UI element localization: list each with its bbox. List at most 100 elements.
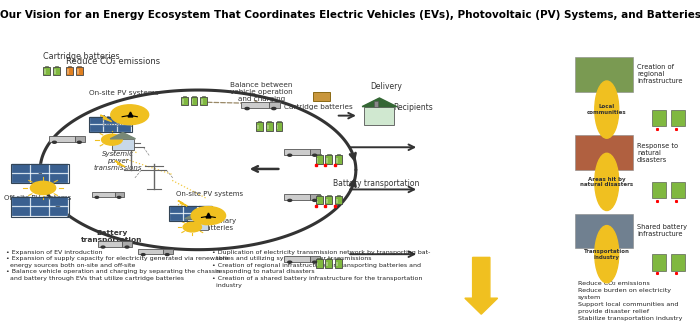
Bar bbox=[89, 117, 132, 132]
Text: Response to
natural
disasters: Response to natural disasters bbox=[637, 143, 678, 163]
Bar bbox=[200, 97, 207, 105]
Polygon shape bbox=[178, 201, 187, 206]
Bar bbox=[49, 136, 74, 142]
Bar bbox=[336, 199, 338, 203]
Bar bbox=[327, 195, 330, 196]
Text: Battery transportation: Battery transportation bbox=[332, 179, 419, 188]
Circle shape bbox=[101, 246, 105, 248]
Bar bbox=[44, 69, 46, 74]
Bar bbox=[257, 125, 259, 129]
Bar bbox=[276, 125, 279, 129]
Circle shape bbox=[288, 199, 292, 201]
Bar bbox=[256, 122, 263, 131]
Bar bbox=[67, 69, 69, 74]
Bar bbox=[316, 155, 323, 164]
Circle shape bbox=[111, 105, 148, 125]
Bar bbox=[68, 66, 71, 67]
Bar bbox=[326, 199, 328, 203]
Polygon shape bbox=[110, 132, 136, 139]
Bar bbox=[76, 67, 83, 75]
Bar bbox=[575, 213, 634, 248]
Bar bbox=[317, 195, 321, 196]
Bar bbox=[190, 97, 197, 105]
Bar bbox=[181, 97, 188, 105]
Circle shape bbox=[288, 261, 292, 263]
Bar bbox=[671, 110, 685, 126]
Bar bbox=[43, 67, 50, 75]
Bar bbox=[337, 154, 340, 155]
Bar bbox=[32, 164, 49, 173]
Bar bbox=[336, 158, 338, 163]
Circle shape bbox=[313, 199, 316, 201]
Bar bbox=[32, 207, 49, 216]
Bar bbox=[317, 258, 321, 259]
Bar bbox=[310, 256, 321, 262]
Circle shape bbox=[30, 181, 56, 195]
Text: Cartridge batteries: Cartridge batteries bbox=[284, 104, 353, 110]
Bar bbox=[326, 158, 328, 163]
Bar bbox=[337, 258, 340, 259]
Circle shape bbox=[288, 154, 292, 156]
Bar bbox=[202, 96, 206, 97]
Bar bbox=[182, 99, 183, 104]
Bar bbox=[170, 206, 183, 213]
Bar bbox=[186, 219, 209, 230]
Bar bbox=[316, 199, 319, 203]
Bar bbox=[90, 118, 103, 124]
Text: Transportation
industry: Transportation industry bbox=[584, 249, 630, 260]
Text: • Duplication of electricity transmission network by transporting bat-
  teries : • Duplication of electricity transmissio… bbox=[212, 250, 430, 288]
Bar bbox=[192, 99, 193, 104]
Bar bbox=[66, 67, 73, 75]
Text: Stationary
batteries: Stationary batteries bbox=[200, 217, 236, 231]
Bar bbox=[276, 122, 282, 131]
Bar bbox=[671, 254, 685, 271]
Bar bbox=[77, 69, 78, 74]
Bar bbox=[277, 121, 281, 122]
Bar bbox=[326, 262, 328, 266]
Circle shape bbox=[272, 108, 276, 110]
Text: Cartridge batteries: Cartridge batteries bbox=[43, 52, 120, 61]
Bar bbox=[337, 195, 340, 196]
Bar bbox=[12, 164, 30, 173]
Circle shape bbox=[595, 153, 619, 211]
Bar bbox=[313, 92, 330, 101]
Text: • Expansion of EV introduction
• Expansion of supply capacity for electricity ge: • Expansion of EV introduction • Expansi… bbox=[6, 250, 228, 281]
Bar bbox=[326, 196, 332, 205]
Bar bbox=[317, 154, 321, 155]
Text: Stationary
batteries: Stationary batteries bbox=[99, 115, 136, 128]
Circle shape bbox=[118, 196, 121, 198]
Bar bbox=[11, 164, 69, 183]
Bar bbox=[652, 182, 666, 199]
Text: Reduce CO₂ emissions
Reduce burden on electricity
system
Support local communiti: Reduce CO₂ emissions Reduce burden on el… bbox=[578, 281, 682, 321]
Text: Our Vision for an Energy Ecosystem That Coordinates Electric Vehicles (EVs), Pho: Our Vision for an Energy Ecosystem That … bbox=[0, 10, 700, 20]
Circle shape bbox=[125, 246, 129, 248]
Bar bbox=[74, 136, 85, 142]
Bar bbox=[184, 214, 197, 221]
Bar bbox=[55, 66, 58, 67]
Bar bbox=[92, 192, 115, 197]
Bar bbox=[32, 197, 49, 207]
Bar bbox=[652, 254, 666, 271]
Polygon shape bbox=[362, 98, 397, 107]
Bar bbox=[12, 207, 30, 216]
Bar bbox=[365, 107, 394, 125]
Bar bbox=[118, 125, 132, 132]
Bar bbox=[202, 99, 203, 104]
Bar bbox=[316, 196, 323, 205]
Bar bbox=[118, 118, 132, 124]
Bar bbox=[169, 206, 212, 221]
Bar bbox=[193, 96, 196, 97]
Bar bbox=[32, 174, 49, 183]
Bar bbox=[671, 182, 685, 199]
Bar bbox=[327, 154, 330, 155]
Circle shape bbox=[313, 261, 316, 263]
Polygon shape bbox=[101, 115, 112, 122]
Circle shape bbox=[102, 134, 122, 145]
Text: Systemic
power
transmissions: Systemic power transmissions bbox=[93, 151, 142, 171]
Bar bbox=[122, 241, 132, 247]
Bar bbox=[115, 192, 124, 197]
Bar bbox=[326, 155, 332, 164]
Bar bbox=[374, 101, 378, 107]
Text: On-site PV systems: On-site PV systems bbox=[176, 191, 243, 197]
Text: Creation of
regional
infrastructure: Creation of regional infrastructure bbox=[637, 64, 682, 84]
